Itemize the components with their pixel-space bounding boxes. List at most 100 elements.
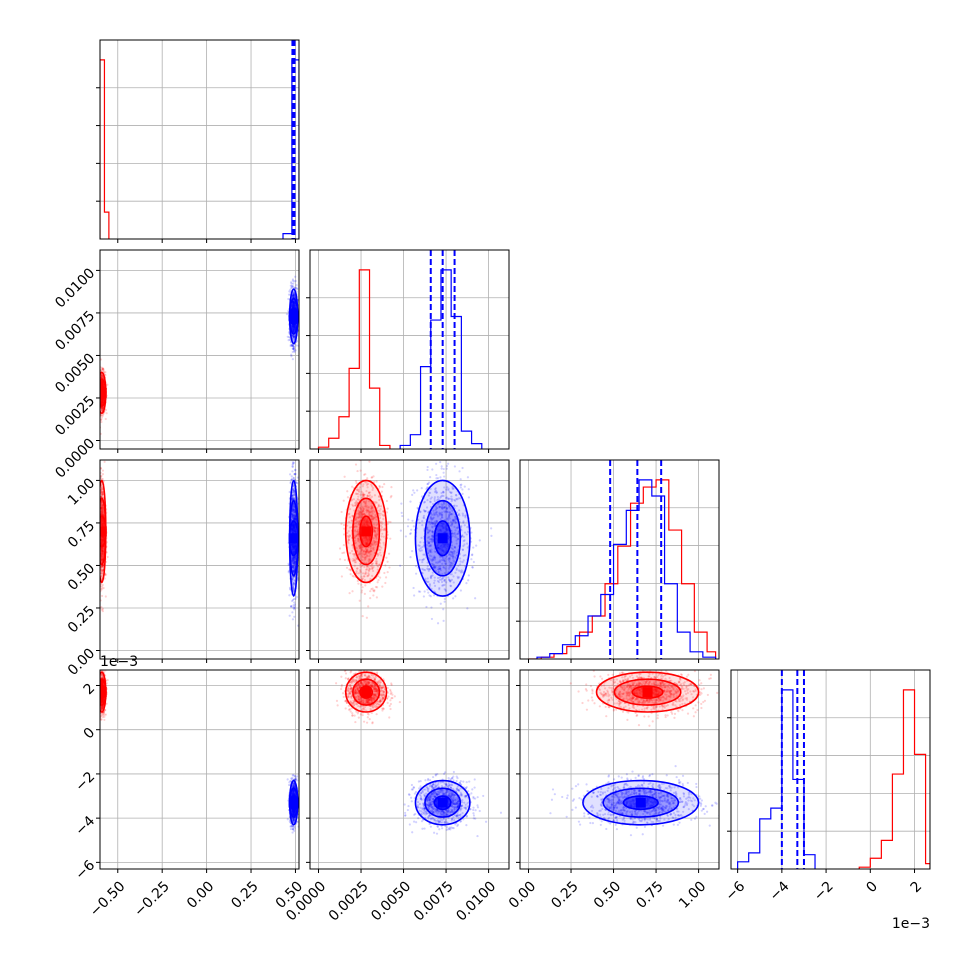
sample-point [375,501,378,504]
sample-point [291,325,294,328]
sample-point [100,548,103,551]
sample-point [101,473,105,476]
sample-point [366,477,369,480]
sample-point [292,301,295,304]
sample-point [97,380,99,382]
sample-point [104,373,107,377]
sample-point [293,569,296,572]
sample-point [292,305,296,308]
sample-point [292,300,295,304]
sample-point [100,400,103,404]
sample-point [295,595,298,599]
sample-point [363,556,366,559]
sample-point [100,381,103,384]
sample-point [97,558,99,560]
sample-point [97,407,99,409]
sample-point [289,480,292,484]
sample-point [98,379,100,381]
sample-point [101,488,104,491]
sample-point [373,589,376,592]
sample-point [293,325,296,328]
sample-point [100,400,103,403]
sample-point [100,406,103,410]
sample-point [292,578,295,581]
sample-point [292,604,295,607]
sample-point [293,326,296,329]
sample-point [100,550,104,553]
sample-point [293,296,297,299]
sample-point [100,585,104,588]
sample-point [100,381,103,384]
sample-point [97,418,99,420]
sample-point [289,605,293,608]
sample-point [100,556,103,559]
sample-point [353,554,356,557]
sample-point [104,573,108,576]
sample-point [293,506,296,510]
sample-point [413,491,416,494]
sample-point [101,493,104,496]
sample-point [291,557,294,560]
sample-point [100,559,103,562]
sample-point [389,520,392,524]
sample-point [293,491,296,494]
sample-point [291,491,294,494]
sample-point [293,303,297,306]
sample-point [100,550,103,553]
sample-point [100,408,104,412]
sample-point [291,556,295,559]
sample-point [100,406,104,410]
sample-point [100,374,103,377]
sample-point [291,512,294,515]
sample-point [292,325,295,328]
sample-point [101,583,104,587]
sample-point [367,605,370,608]
sample-point [291,294,295,297]
sample-point [100,547,103,550]
sample-point [100,401,103,404]
sample-point [291,561,294,564]
sample-point [292,302,295,305]
sample-point [375,560,379,563]
sample-point [296,476,299,479]
panel-content [310,460,509,659]
sample-point [292,506,295,509]
sample-point [101,382,104,385]
sample-point [293,557,297,560]
sample-point [104,417,107,421]
sample-point [292,570,295,573]
sample-point [291,344,294,347]
sample-point [363,592,366,595]
sample-point [291,461,295,464]
sample-point [100,374,103,377]
sample-point [294,349,297,352]
sample-point [291,508,294,511]
sample-point [100,512,103,516]
sample-point [102,368,105,371]
sample-point [292,294,295,297]
sample-point [383,571,386,575]
sample-point [101,382,105,385]
sample-point [292,301,295,304]
sample-point [293,301,296,304]
sample-point [293,326,296,329]
sample-point [100,399,103,402]
sample-point [293,517,296,521]
sample-point [292,335,295,338]
sample-point [291,513,294,516]
sample-point [292,497,295,500]
sample-point [96,381,98,383]
sample-point [293,305,297,308]
sample-point [293,563,297,566]
sample-point [293,567,296,570]
sample-point [291,559,294,562]
sample-point [300,563,302,565]
sample-point [366,510,369,513]
sample-point [100,401,103,404]
sample-point [384,581,387,585]
sample-point [370,588,373,591]
sample-point [361,510,364,514]
sample-point [100,474,103,477]
sample-point [100,381,104,384]
